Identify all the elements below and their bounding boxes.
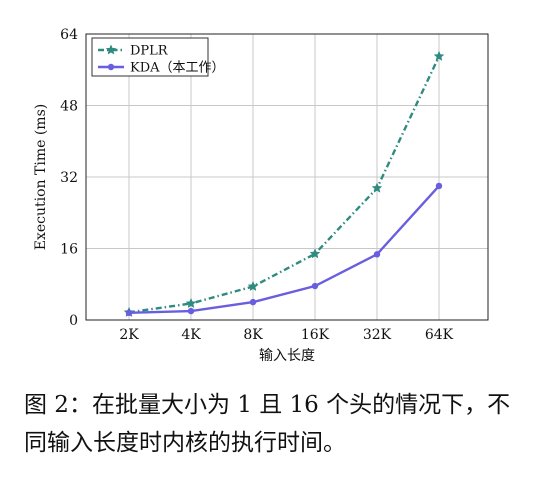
data-point (247, 280, 259, 292)
x-axis-title: 输入长度 (259, 348, 315, 364)
series-line (128, 55, 441, 314)
data-point (185, 297, 197, 309)
y-tick-label: 0 (69, 313, 78, 329)
data-point (373, 251, 381, 258)
x-tick-label: 64K (425, 327, 454, 343)
grid-lines (86, 33, 488, 321)
y-axis-title: Execution Time (ms) (33, 104, 49, 250)
y-tick-label: 32 (60, 170, 78, 186)
series-1 (125, 182, 443, 317)
plot-area-frame (85, 33, 489, 321)
data-point (433, 50, 445, 61)
data-point (187, 307, 195, 315)
x-axis-ticks: 2K 4K 8K 16K 32K 64K (119, 327, 453, 343)
x-tick-label: 2K (119, 327, 139, 343)
x-tick-label: 32K (363, 327, 392, 343)
series-layer (123, 50, 445, 317)
legend-marker (107, 63, 115, 71)
data-point (125, 309, 133, 317)
legend-marker (105, 44, 117, 55)
legend: DPLR KDA（本工作） (91, 37, 225, 77)
data-point (371, 182, 383, 193)
y-tick-label: 16 (60, 242, 78, 258)
x-tick-label: 4K (181, 327, 201, 343)
series-line (128, 185, 440, 315)
y-tick-label: 48 (60, 99, 78, 115)
data-point (435, 182, 443, 190)
data-point (249, 298, 257, 306)
x-tick-label: 16K (301, 327, 330, 343)
x-tick-label: 8K (243, 327, 263, 343)
line-chart: 0 16 32 48 64 2K 4K 8K 16K 32K 64K Execution Time… (33, 27, 489, 364)
legend-label: KDA（本工作） (130, 61, 225, 76)
figure-caption: 图 2：在批量大小为 1 且 16 个头的情况下，不同输入长度时内核的执行时间。 (24, 392, 511, 456)
y-tick-label: 64 (60, 27, 78, 43)
legend-label: DPLR (130, 44, 169, 59)
y-axis-ticks: 0 16 32 48 64 (60, 27, 78, 329)
series-0 (123, 50, 445, 317)
data-point (311, 282, 319, 290)
data-point (309, 248, 321, 259)
